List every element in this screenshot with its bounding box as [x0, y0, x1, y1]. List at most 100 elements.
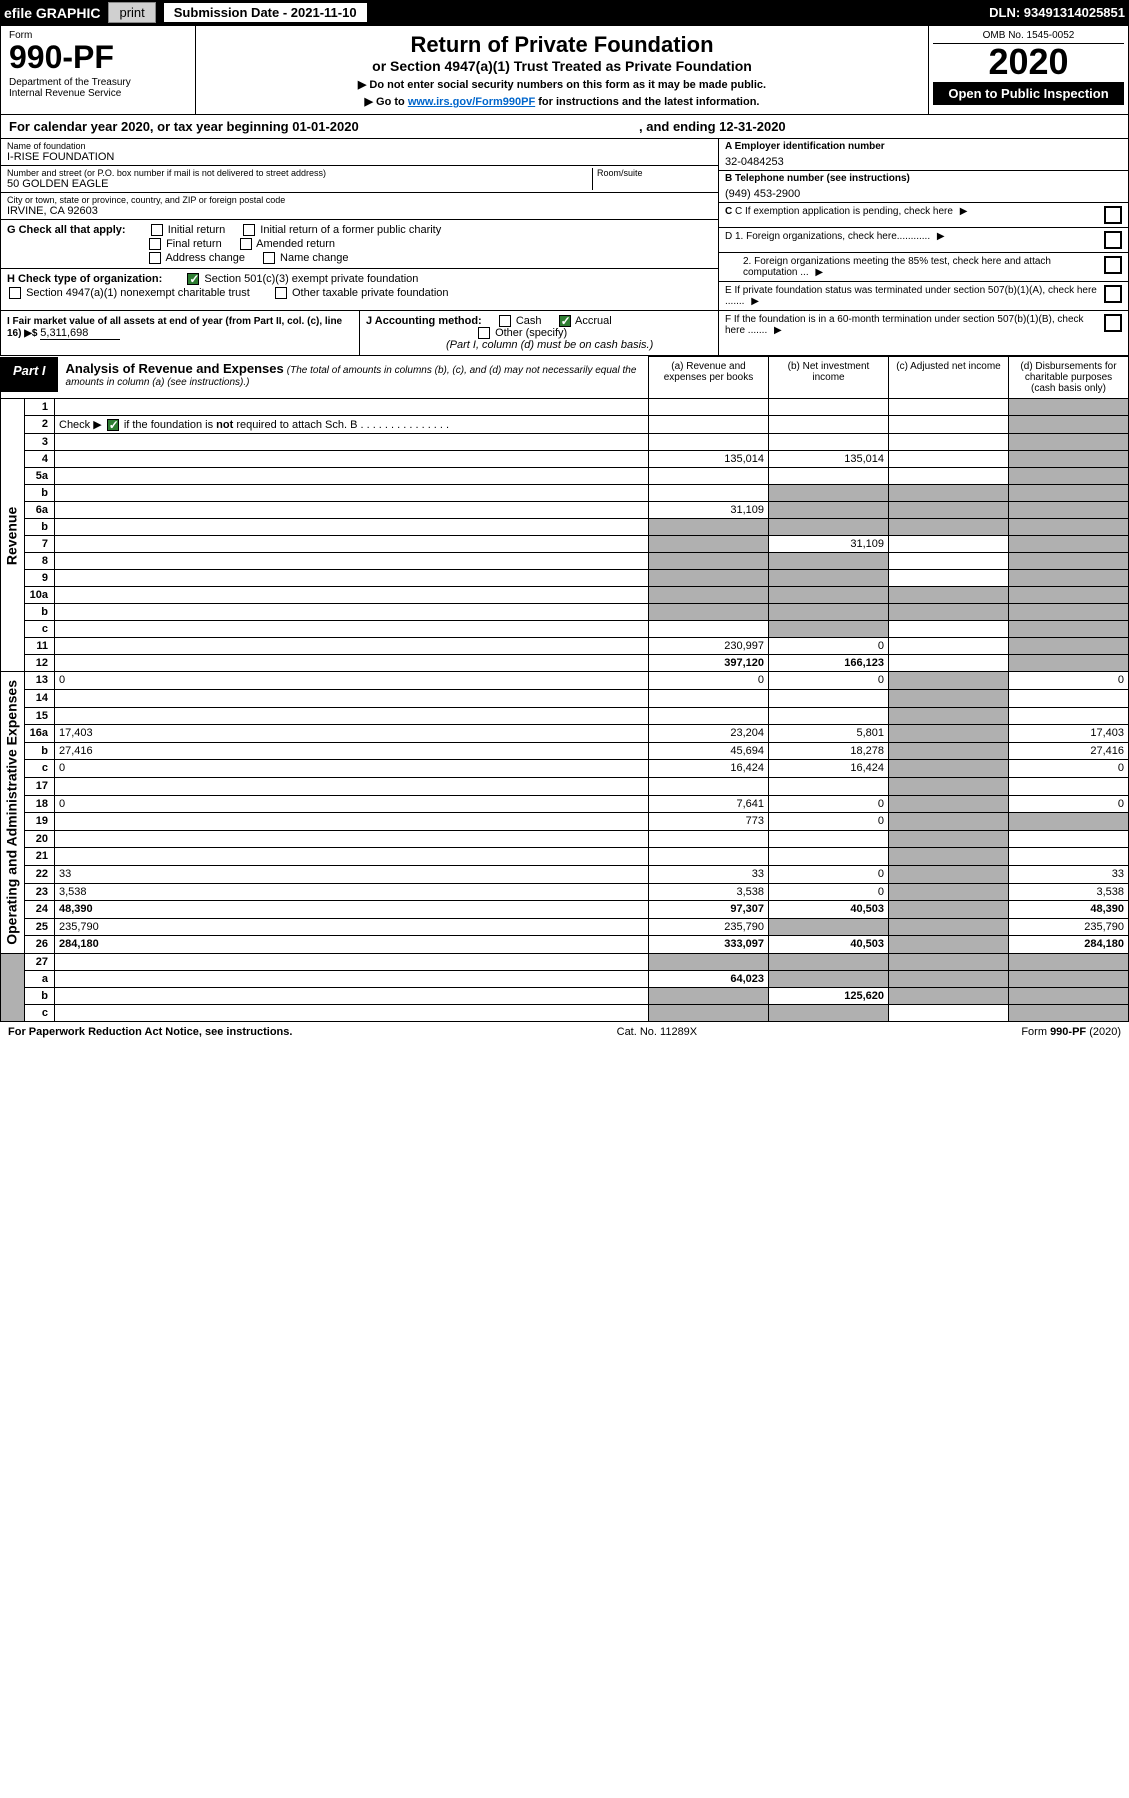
a-label: A Employer identification number	[725, 141, 1122, 152]
schb-check[interactable]	[107, 419, 119, 431]
line-desc: 27,416	[55, 742, 649, 760]
h-label: H Check type of organization:	[7, 273, 162, 285]
col-c	[889, 638, 1009, 655]
col-c	[889, 587, 1009, 604]
col-d	[1009, 451, 1129, 468]
initial-former-check[interactable]	[243, 224, 255, 236]
col-d	[1009, 813, 1129, 831]
line-number: 13	[25, 672, 55, 690]
line-number: b	[25, 604, 55, 621]
line-number: 9	[25, 570, 55, 587]
dept-label: Department of the Treasury Internal Reve…	[9, 77, 187, 99]
line-number: 16a	[25, 725, 55, 743]
e-checkbox[interactable]	[1104, 285, 1122, 303]
efile-label: efile GRAPHIC	[4, 5, 100, 21]
print-button[interactable]: print	[108, 2, 155, 23]
col-d	[1009, 707, 1129, 725]
col-a: 45,694	[649, 742, 769, 760]
part1-title-cell: Analysis of Revenue and Expenses (The to…	[58, 357, 648, 392]
col-a: 773	[649, 813, 769, 831]
col-c	[889, 813, 1009, 831]
table-row: 25235,790235,790235,790	[1, 918, 1129, 936]
table-row: b	[1, 604, 1129, 621]
col-c	[889, 883, 1009, 901]
amended-check[interactable]	[240, 238, 252, 250]
col-b: 0	[769, 672, 889, 690]
c-checkbox[interactable]	[1104, 206, 1122, 224]
f-checkbox[interactable]	[1104, 314, 1122, 332]
col-c	[889, 830, 1009, 848]
table-row: 223333033	[1, 865, 1129, 883]
line-desc	[55, 971, 649, 988]
line-desc	[55, 954, 649, 971]
cash-check[interactable]	[499, 315, 511, 327]
col-a: 64,023	[649, 971, 769, 988]
city-value: IRVINE, CA 92603	[7, 205, 712, 217]
initial-return-check[interactable]	[151, 224, 163, 236]
accrual-check[interactable]	[559, 315, 571, 327]
line-desc: 48,390	[55, 901, 649, 919]
ij-section: I Fair market value of all assets at end…	[0, 311, 1129, 356]
col-a: 3,538	[649, 883, 769, 901]
table-row: 3	[1, 434, 1129, 451]
table-row: a64,023	[1, 971, 1129, 988]
col-b	[769, 399, 889, 416]
table-row: b27,41645,69418,27827,416	[1, 742, 1129, 760]
table-row: 5a	[1, 468, 1129, 485]
opt-final: Final return	[166, 238, 222, 250]
line-desc: 284,180	[55, 936, 649, 954]
col-c	[889, 760, 1009, 778]
name-change-check[interactable]	[263, 252, 275, 264]
table-row: 14	[1, 689, 1129, 707]
col-d: 235,790	[1009, 918, 1129, 936]
col-b: 0	[769, 638, 889, 655]
line-desc	[55, 536, 649, 553]
line-desc	[55, 570, 649, 587]
line-number: 23	[25, 883, 55, 901]
table-row: 8	[1, 553, 1129, 570]
col-b	[769, 604, 889, 621]
col-b: 135,014	[769, 451, 889, 468]
col-b: 40,503	[769, 936, 889, 954]
page-footer: For Paperwork Reduction Act Notice, see …	[0, 1022, 1129, 1042]
line-desc: Check ▶ if the foundation is not require…	[55, 416, 649, 434]
c-label: C If exemption application is pending, c…	[735, 206, 953, 217]
col-b: 40,503	[769, 901, 889, 919]
table-row: 21	[1, 848, 1129, 866]
addr-change-check[interactable]	[149, 252, 161, 264]
table-row: 233,5383,53803,538	[1, 883, 1129, 901]
col-c	[889, 865, 1009, 883]
opt-initial: Initial return	[168, 224, 225, 236]
col-a	[649, 485, 769, 502]
calendar-year-row: For calendar year 2020, or tax year begi…	[0, 115, 1129, 139]
other-taxable-check[interactable]	[275, 287, 287, 299]
line-number: 3	[25, 434, 55, 451]
col-b	[769, 848, 889, 866]
col-d	[1009, 655, 1129, 672]
final-return-check[interactable]	[149, 238, 161, 250]
4947-check[interactable]	[9, 287, 21, 299]
d1-checkbox[interactable]	[1104, 231, 1122, 249]
note-post: for instructions and the latest informat…	[535, 96, 759, 108]
col-b: 31,109	[769, 536, 889, 553]
j-note: (Part I, column (d) must be on cash basi…	[446, 339, 712, 351]
col-b	[769, 918, 889, 936]
line-desc: 17,403	[55, 725, 649, 743]
other-method-check[interactable]	[478, 327, 490, 339]
line-desc	[55, 399, 649, 416]
table-row: 6a31,109	[1, 502, 1129, 519]
part1-header-row: Part I Analysis of Revenue and Expenses …	[1, 357, 1129, 399]
line-desc	[55, 434, 649, 451]
instructions-link[interactable]: www.irs.gov/Form990PF	[408, 96, 535, 108]
form-title: Return of Private Foundation	[206, 32, 918, 58]
line-number: b	[25, 988, 55, 1005]
form-header: Form 990-PF Department of the Treasury I…	[0, 25, 1129, 115]
submission-date: Submission Date - 2021-11-10	[164, 3, 367, 22]
col-c-header: (c) Adjusted net income	[889, 357, 1009, 399]
col-b	[769, 689, 889, 707]
col-b	[769, 416, 889, 434]
line-number: 5a	[25, 468, 55, 485]
501c3-check[interactable]	[187, 273, 199, 285]
col-a	[649, 434, 769, 451]
d2-checkbox[interactable]	[1104, 256, 1122, 274]
